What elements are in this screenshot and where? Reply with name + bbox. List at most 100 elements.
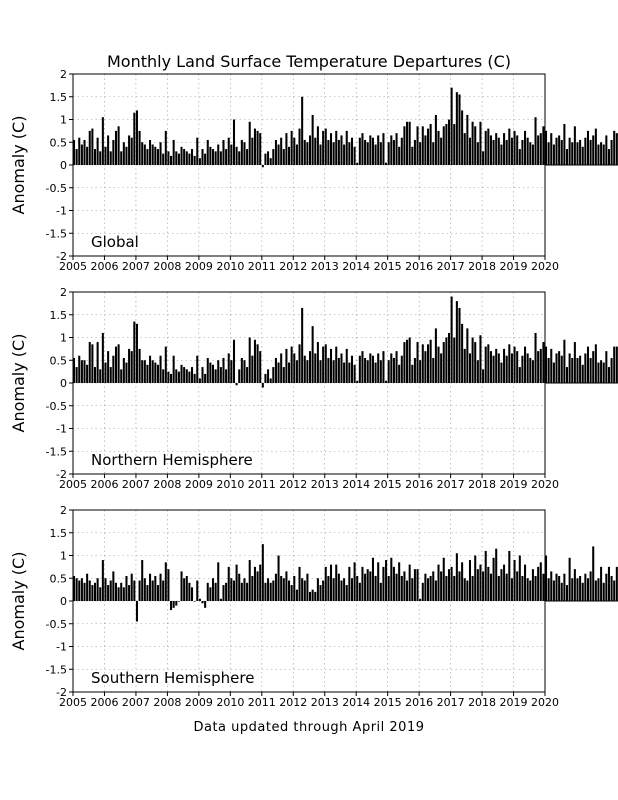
bar (413, 357, 416, 383)
bar (319, 360, 322, 383)
bar (259, 564, 262, 601)
bar (427, 128, 430, 165)
bar (251, 575, 254, 601)
bar (479, 335, 482, 383)
x-tick-label: 2011 (248, 696, 276, 709)
bar (379, 582, 382, 601)
bar (607, 149, 610, 165)
y-tick-label: 2 (60, 504, 67, 517)
bar (130, 573, 133, 601)
bar (156, 585, 159, 601)
bar (227, 566, 230, 602)
bar (440, 353, 443, 383)
bar (348, 362, 351, 383)
bar (395, 133, 398, 165)
bar (225, 582, 228, 601)
bar (605, 135, 608, 165)
bar (534, 117, 537, 165)
bar (395, 573, 398, 601)
bar (468, 560, 472, 601)
bar (571, 142, 574, 165)
bar (571, 578, 574, 601)
bar (434, 580, 437, 601)
bar (592, 546, 595, 601)
bar (537, 351, 540, 383)
bar (476, 360, 479, 383)
x-tick-label: 2020 (531, 478, 559, 491)
y-tick-label: 0 (60, 595, 67, 608)
bar (141, 560, 144, 601)
bar (392, 566, 395, 602)
x-tick-label: 2006 (90, 478, 118, 491)
bar (592, 351, 595, 383)
bar (78, 355, 81, 383)
bar (605, 351, 608, 383)
bar (487, 566, 490, 602)
bar (390, 353, 393, 383)
bar (377, 135, 380, 165)
x-tick-label: 2018 (468, 260, 496, 273)
bar (547, 142, 550, 165)
bar (246, 582, 249, 601)
bar (198, 158, 201, 165)
bar (390, 557, 393, 601)
bar (324, 128, 327, 165)
bar (573, 126, 576, 165)
bar (408, 121, 411, 165)
x-tick-label: 2016 (405, 478, 433, 491)
x-tick-label: 2010 (216, 260, 244, 273)
bar (524, 130, 527, 166)
bar (429, 339, 432, 383)
bar (196, 580, 199, 601)
bar (293, 353, 296, 383)
bar (364, 357, 367, 383)
bar (264, 582, 267, 601)
bar (600, 360, 603, 383)
bar (232, 339, 236, 383)
bar (534, 575, 537, 601)
bar (529, 580, 532, 601)
bar (607, 566, 610, 602)
bar (261, 383, 264, 388)
bar (497, 137, 500, 165)
bar (353, 364, 356, 383)
bar (246, 367, 249, 383)
bar (267, 151, 270, 165)
bar (172, 601, 175, 608)
bar (343, 362, 346, 383)
bar (503, 564, 506, 601)
bar (295, 144, 298, 165)
bar (107, 585, 110, 601)
bar (280, 353, 283, 383)
bar (114, 130, 118, 166)
bar (610, 357, 613, 383)
bar (96, 137, 99, 165)
bar (335, 346, 338, 383)
bar (248, 121, 251, 165)
bar (91, 128, 94, 165)
bar (364, 139, 367, 165)
x-tick-label: 2007 (122, 478, 150, 491)
bar (403, 342, 406, 383)
bar (219, 598, 222, 601)
bar (311, 589, 314, 602)
bar (219, 367, 222, 383)
bar (272, 149, 275, 165)
y-tick-label: -0.5 (46, 618, 67, 631)
bar (458, 94, 461, 165)
bar (510, 353, 513, 383)
x-tick-label: 2020 (531, 260, 559, 273)
bar (392, 357, 395, 383)
bar (476, 142, 479, 165)
bar (366, 142, 369, 165)
bar (285, 348, 288, 384)
x-tick-label: 2005 (59, 260, 87, 273)
x-tick-label: 2010 (216, 696, 244, 709)
y-tick-label: 1.5 (50, 527, 68, 540)
bar (206, 357, 209, 383)
bar (101, 117, 104, 165)
bar (329, 133, 333, 165)
bar (474, 342, 477, 383)
bar (345, 348, 348, 384)
bar (324, 566, 327, 602)
